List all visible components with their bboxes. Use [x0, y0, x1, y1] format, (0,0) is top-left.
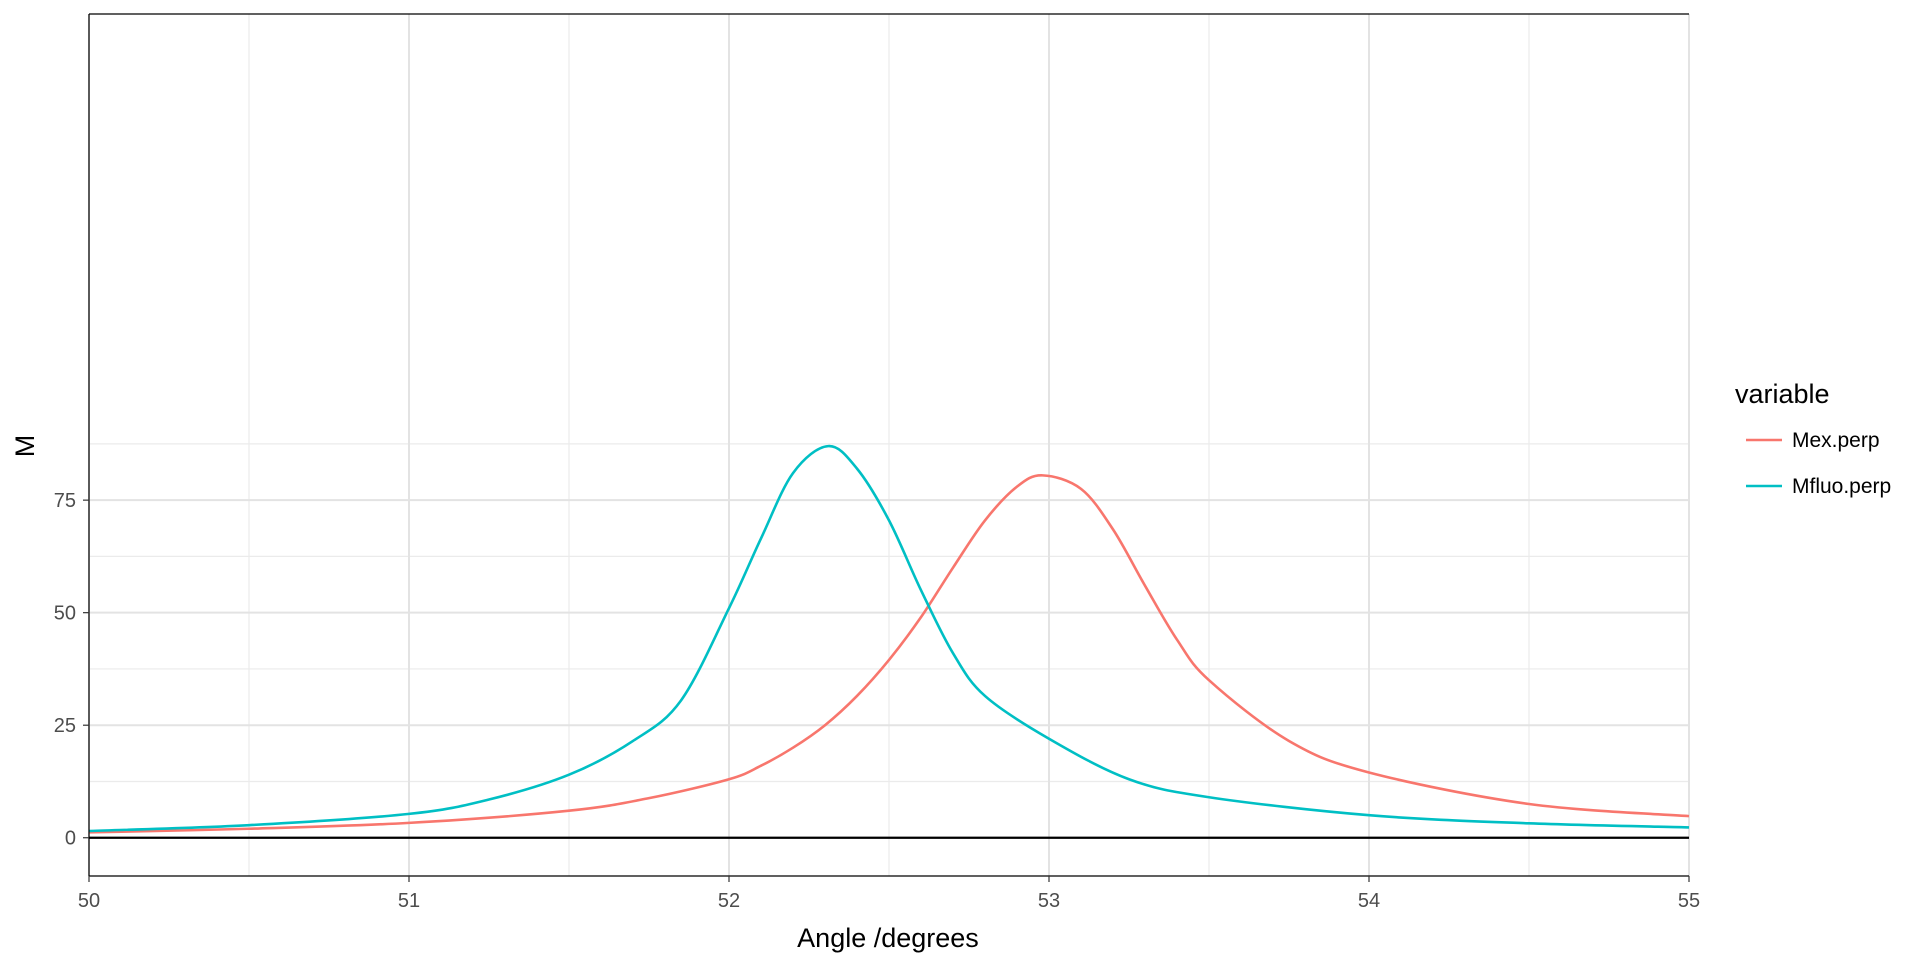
- grid-layer: [88, 14, 1690, 876]
- y-tick-label: 25: [54, 715, 76, 737]
- series-line-mfluo-perp: [88, 444, 1690, 833]
- y-axis-ticks: 0 25 50 75: [54, 490, 89, 850]
- plot-frame: [88, 13, 1689, 877]
- x-tick-label: 51: [398, 890, 420, 912]
- x-tick-label: 53: [1038, 890, 1060, 912]
- x-axis-ticks: 50 51 52 53 54 55: [78, 876, 1700, 912]
- legend-items: Mex.perp Mfluo.perp: [1746, 429, 1891, 498]
- x-axis-title: Angle /degrees: [797, 923, 979, 953]
- legend-item-mex-perp: Mex.perp: [1746, 429, 1880, 452]
- legend-item-mfluo-perp: Mfluo.perp: [1746, 475, 1891, 498]
- legend: variable Mex.perp Mfluo.perp: [1735, 379, 1891, 498]
- x-tick-label: 55: [1678, 890, 1700, 912]
- y-tick-label: 0: [65, 828, 76, 850]
- x-tick-label: 54: [1358, 890, 1380, 912]
- x-tick-label: 50: [78, 890, 100, 912]
- legend-label-mex-perp: Mex.perp: [1792, 429, 1880, 452]
- x-tick-label: 52: [718, 890, 740, 912]
- y-tick-label: 75: [54, 490, 76, 512]
- y-axis-title: M: [10, 435, 40, 458]
- series-line-mex-perp: [88, 474, 1690, 834]
- legend-title: variable: [1735, 379, 1830, 409]
- legend-label-mfluo-perp: Mfluo.perp: [1792, 475, 1891, 498]
- y-tick-label: 50: [54, 603, 76, 625]
- series-layer: [88, 444, 1690, 834]
